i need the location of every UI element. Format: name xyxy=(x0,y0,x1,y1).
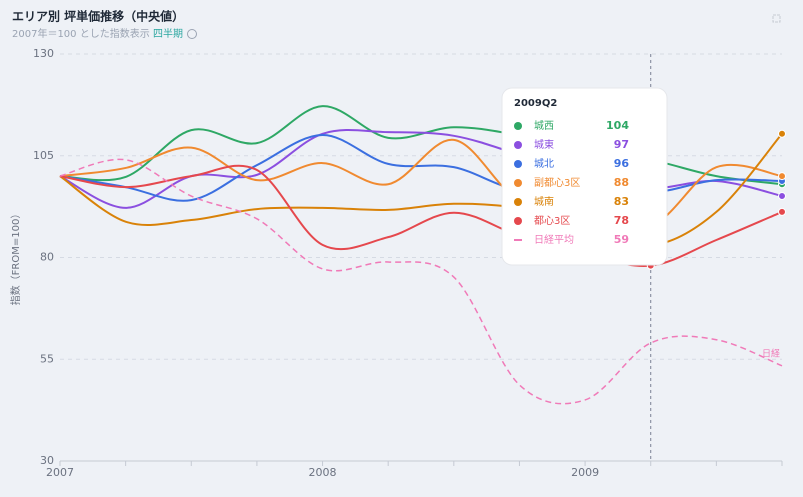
y-axis-label: 指数（FROM=100） xyxy=(9,209,22,306)
tooltip-value: 97 xyxy=(614,138,629,151)
x-tick-label: 2009 xyxy=(571,466,599,479)
y-tick-label: 30 xyxy=(40,454,54,467)
subtitle: 2007年＝100 とした指数表示 xyxy=(12,27,150,40)
y-tick-label: 80 xyxy=(40,251,54,264)
y-tick-label: 55 xyxy=(40,352,54,365)
legend-swatch xyxy=(514,179,522,187)
y-tick-label: 105 xyxy=(33,149,54,162)
info-icon[interactable] xyxy=(187,29,197,39)
tooltip-value: 59 xyxy=(614,233,629,246)
series-line xyxy=(59,158,783,405)
legend-swatch xyxy=(514,198,522,206)
point xyxy=(778,129,786,138)
legend-swatch xyxy=(514,160,522,168)
legend-name: 都心3区 xyxy=(534,215,570,227)
legend-name: 城東 xyxy=(534,138,554,151)
legend-name: 副都心3区 xyxy=(534,177,580,189)
tooltip-value: 88 xyxy=(614,176,629,189)
legend-swatch xyxy=(514,217,522,225)
legend-name: 城西 xyxy=(534,120,554,132)
tooltip-title: 2009Q2 xyxy=(514,98,557,109)
y-tick-label: 130 xyxy=(33,47,54,60)
tooltip-value: 104 xyxy=(606,119,629,132)
end-label: 日経 xyxy=(762,347,780,359)
point xyxy=(778,172,786,181)
x-tick-label: 2008 xyxy=(309,466,337,479)
legend-name: 城北 xyxy=(534,158,554,170)
tooltip-box xyxy=(501,87,668,266)
point xyxy=(778,192,786,201)
legend-swatch xyxy=(514,122,522,130)
series-line xyxy=(59,133,783,247)
legend-name: 日経平均 xyxy=(534,233,574,246)
legend-name: 城南 xyxy=(534,195,554,208)
x-tick-label: 2007 xyxy=(46,466,74,479)
point xyxy=(778,207,786,216)
chart-title: エリア別 坪単価推移（中央値） xyxy=(12,9,184,24)
tooltip-value: 96 xyxy=(614,157,630,170)
legend-swatch xyxy=(514,141,522,149)
expand-icon[interactable] xyxy=(772,14,781,23)
plot: 30 55 80 105 130 2007 2008 2009 日経 2009Q2 城西 104 城東 9… xyxy=(33,47,786,479)
tooltip: 2009Q2 城西 104 城東 97 城北 96 副都心3区 88 城南 83 都心3区 78 日経平均… xyxy=(501,87,668,266)
period-badge[interactable]: 四半期 xyxy=(153,27,183,40)
tooltip-value: 83 xyxy=(614,195,629,208)
tooltip-value: 78 xyxy=(614,214,629,227)
